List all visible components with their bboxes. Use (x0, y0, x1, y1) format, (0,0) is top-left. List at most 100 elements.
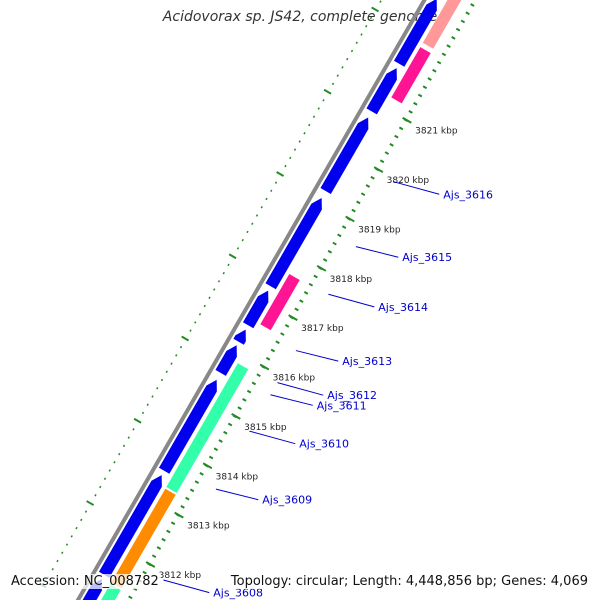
scale-tick-label: 3814 kbp (216, 472, 259, 482)
outer-tick (260, 206, 263, 209)
scale-minor-tick (337, 233, 342, 238)
accession-text: Accession: NC_008782 (9, 574, 161, 589)
gene-leader-line (163, 579, 210, 594)
outer-tick (61, 551, 64, 555)
gene-leader-line (355, 246, 399, 258)
outer-tick (355, 41, 358, 44)
scale-minor-tick (280, 332, 285, 336)
gene-leader-line (215, 488, 259, 501)
scale-major-tick (174, 511, 184, 519)
scale-major-tick (145, 561, 156, 568)
outer-tick (265, 197, 268, 201)
scale-minor-tick (417, 93, 423, 98)
gene-leader-line (393, 181, 440, 195)
cds-feature[interactable] (320, 117, 369, 195)
outer-tick (122, 444, 126, 448)
outer-tick (308, 123, 311, 127)
outer-tick (56, 559, 59, 563)
misc-feature[interactable] (166, 363, 249, 494)
outer-tick (86, 500, 95, 506)
outer-tick-marks (38, 0, 382, 589)
outer-tick (379, 0, 382, 3)
gene-label[interactable]: Ajs_3614 (378, 301, 428, 314)
scale-minor-tick (308, 282, 314, 287)
scale-minor-tick (398, 126, 404, 131)
genome-backbone (75, 0, 427, 600)
outer-tick (369, 16, 373, 20)
cds-feature[interactable] (393, 0, 437, 67)
gene-label[interactable]: Ajs_3608 (213, 587, 263, 600)
gene-label[interactable]: Ajs_3615 (402, 251, 452, 264)
outer-tick (255, 214, 259, 217)
gene-label[interactable]: Ajs_3612 (327, 389, 377, 402)
outer-tick (312, 115, 316, 119)
cds-feature[interactable] (366, 68, 397, 115)
scale-minor-tick (189, 488, 195, 493)
gene-leader-line (295, 350, 339, 362)
outer-tick (146, 403, 149, 406)
scale-minor-tick (294, 307, 299, 312)
gene-leader-line (277, 382, 324, 396)
outer-tick (133, 417, 142, 424)
scale-tick-label: 3812 kbp (159, 571, 202, 581)
cds-feature[interactable] (233, 329, 246, 345)
genome-stats-text: Topology: circular; Length: 4,448,856 bp… (228, 574, 590, 589)
outer-tick (70, 535, 73, 538)
scale-minor-tick (351, 208, 356, 213)
gene-leader-line (249, 430, 296, 445)
outer-tick (336, 74, 339, 77)
pseudo-feature[interactable] (422, 0, 466, 49)
cds-feature[interactable] (265, 197, 322, 290)
outer-tick (323, 88, 332, 95)
scale-tick-label: 3815 kbp (244, 423, 287, 433)
scale-tick-label: 3816 kbp (273, 374, 316, 384)
rrna-feature[interactable] (111, 488, 176, 589)
scale-minor-tick (270, 348, 276, 353)
scale-tick-label: 3818 kbp (330, 275, 373, 285)
outer-tick (170, 362, 173, 365)
outer-tick (203, 304, 206, 308)
cds-feature[interactable] (215, 345, 237, 376)
outer-tick (213, 288, 216, 291)
outer-tick (276, 171, 285, 177)
gene-label[interactable]: Ajs_3610 (299, 438, 349, 451)
scale-minor-tick (275, 340, 280, 345)
outer-tick (51, 568, 54, 571)
outer-tick (317, 107, 320, 110)
scale-minor-tick (142, 570, 147, 575)
scale-minor-tick (194, 480, 200, 485)
outer-tick (289, 156, 292, 160)
outer-tick (108, 469, 111, 472)
outer-tick (228, 253, 237, 260)
scale-tick-label: 3820 kbp (387, 176, 430, 186)
scale-minor-tick (332, 241, 337, 246)
scale-minor-tick (265, 356, 271, 361)
gene-label[interactable]: Ajs_3609 (262, 494, 312, 507)
scale-minor-tick (303, 291, 309, 295)
scale-tick-label: 3821 kbp (415, 127, 458, 137)
gene-leader-line (328, 293, 375, 308)
cds-feature[interactable] (98, 475, 162, 578)
outer-tick (246, 230, 249, 234)
trna-feature[interactable] (260, 273, 300, 331)
outer-tick (298, 140, 301, 143)
scale-minor-tick (389, 142, 394, 147)
outer-tick (113, 461, 116, 464)
outer-tick (94, 493, 97, 497)
gene-label[interactable]: Ajs_3616 (443, 188, 493, 201)
scale-minor-tick (166, 529, 171, 534)
scale-minor-tick (128, 595, 133, 600)
trna-feature[interactable] (391, 47, 431, 104)
cds-feature[interactable] (158, 379, 217, 474)
gene-label[interactable]: Ajs_3611 (317, 399, 367, 412)
scale-tick-label: 3817 kbp (301, 324, 344, 334)
cds-feature[interactable] (242, 290, 269, 329)
gene-label[interactable]: Ajs_3613 (342, 355, 392, 368)
scale-minor-tick (199, 472, 204, 476)
outer-tick (360, 33, 363, 36)
scale-minor-tick (422, 85, 428, 90)
scale-minor-tick (180, 504, 185, 509)
scale-minor-tick (365, 184, 371, 188)
